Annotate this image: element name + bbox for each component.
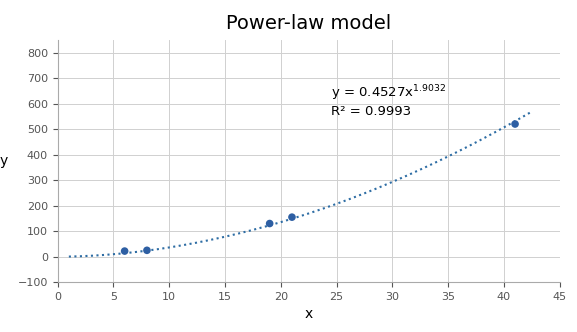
Title: Power-law model: Power-law model — [226, 14, 391, 33]
Text: y = 0.4527x$^{1.9032}$
R² = 0.9993: y = 0.4527x$^{1.9032}$ R² = 0.9993 — [331, 83, 446, 118]
Point — [143, 248, 152, 253]
Y-axis label: y: y — [0, 154, 8, 168]
Point — [511, 122, 520, 127]
X-axis label: x: x — [305, 307, 313, 321]
Point — [287, 214, 297, 220]
Point — [265, 221, 274, 226]
Point — [120, 248, 129, 254]
